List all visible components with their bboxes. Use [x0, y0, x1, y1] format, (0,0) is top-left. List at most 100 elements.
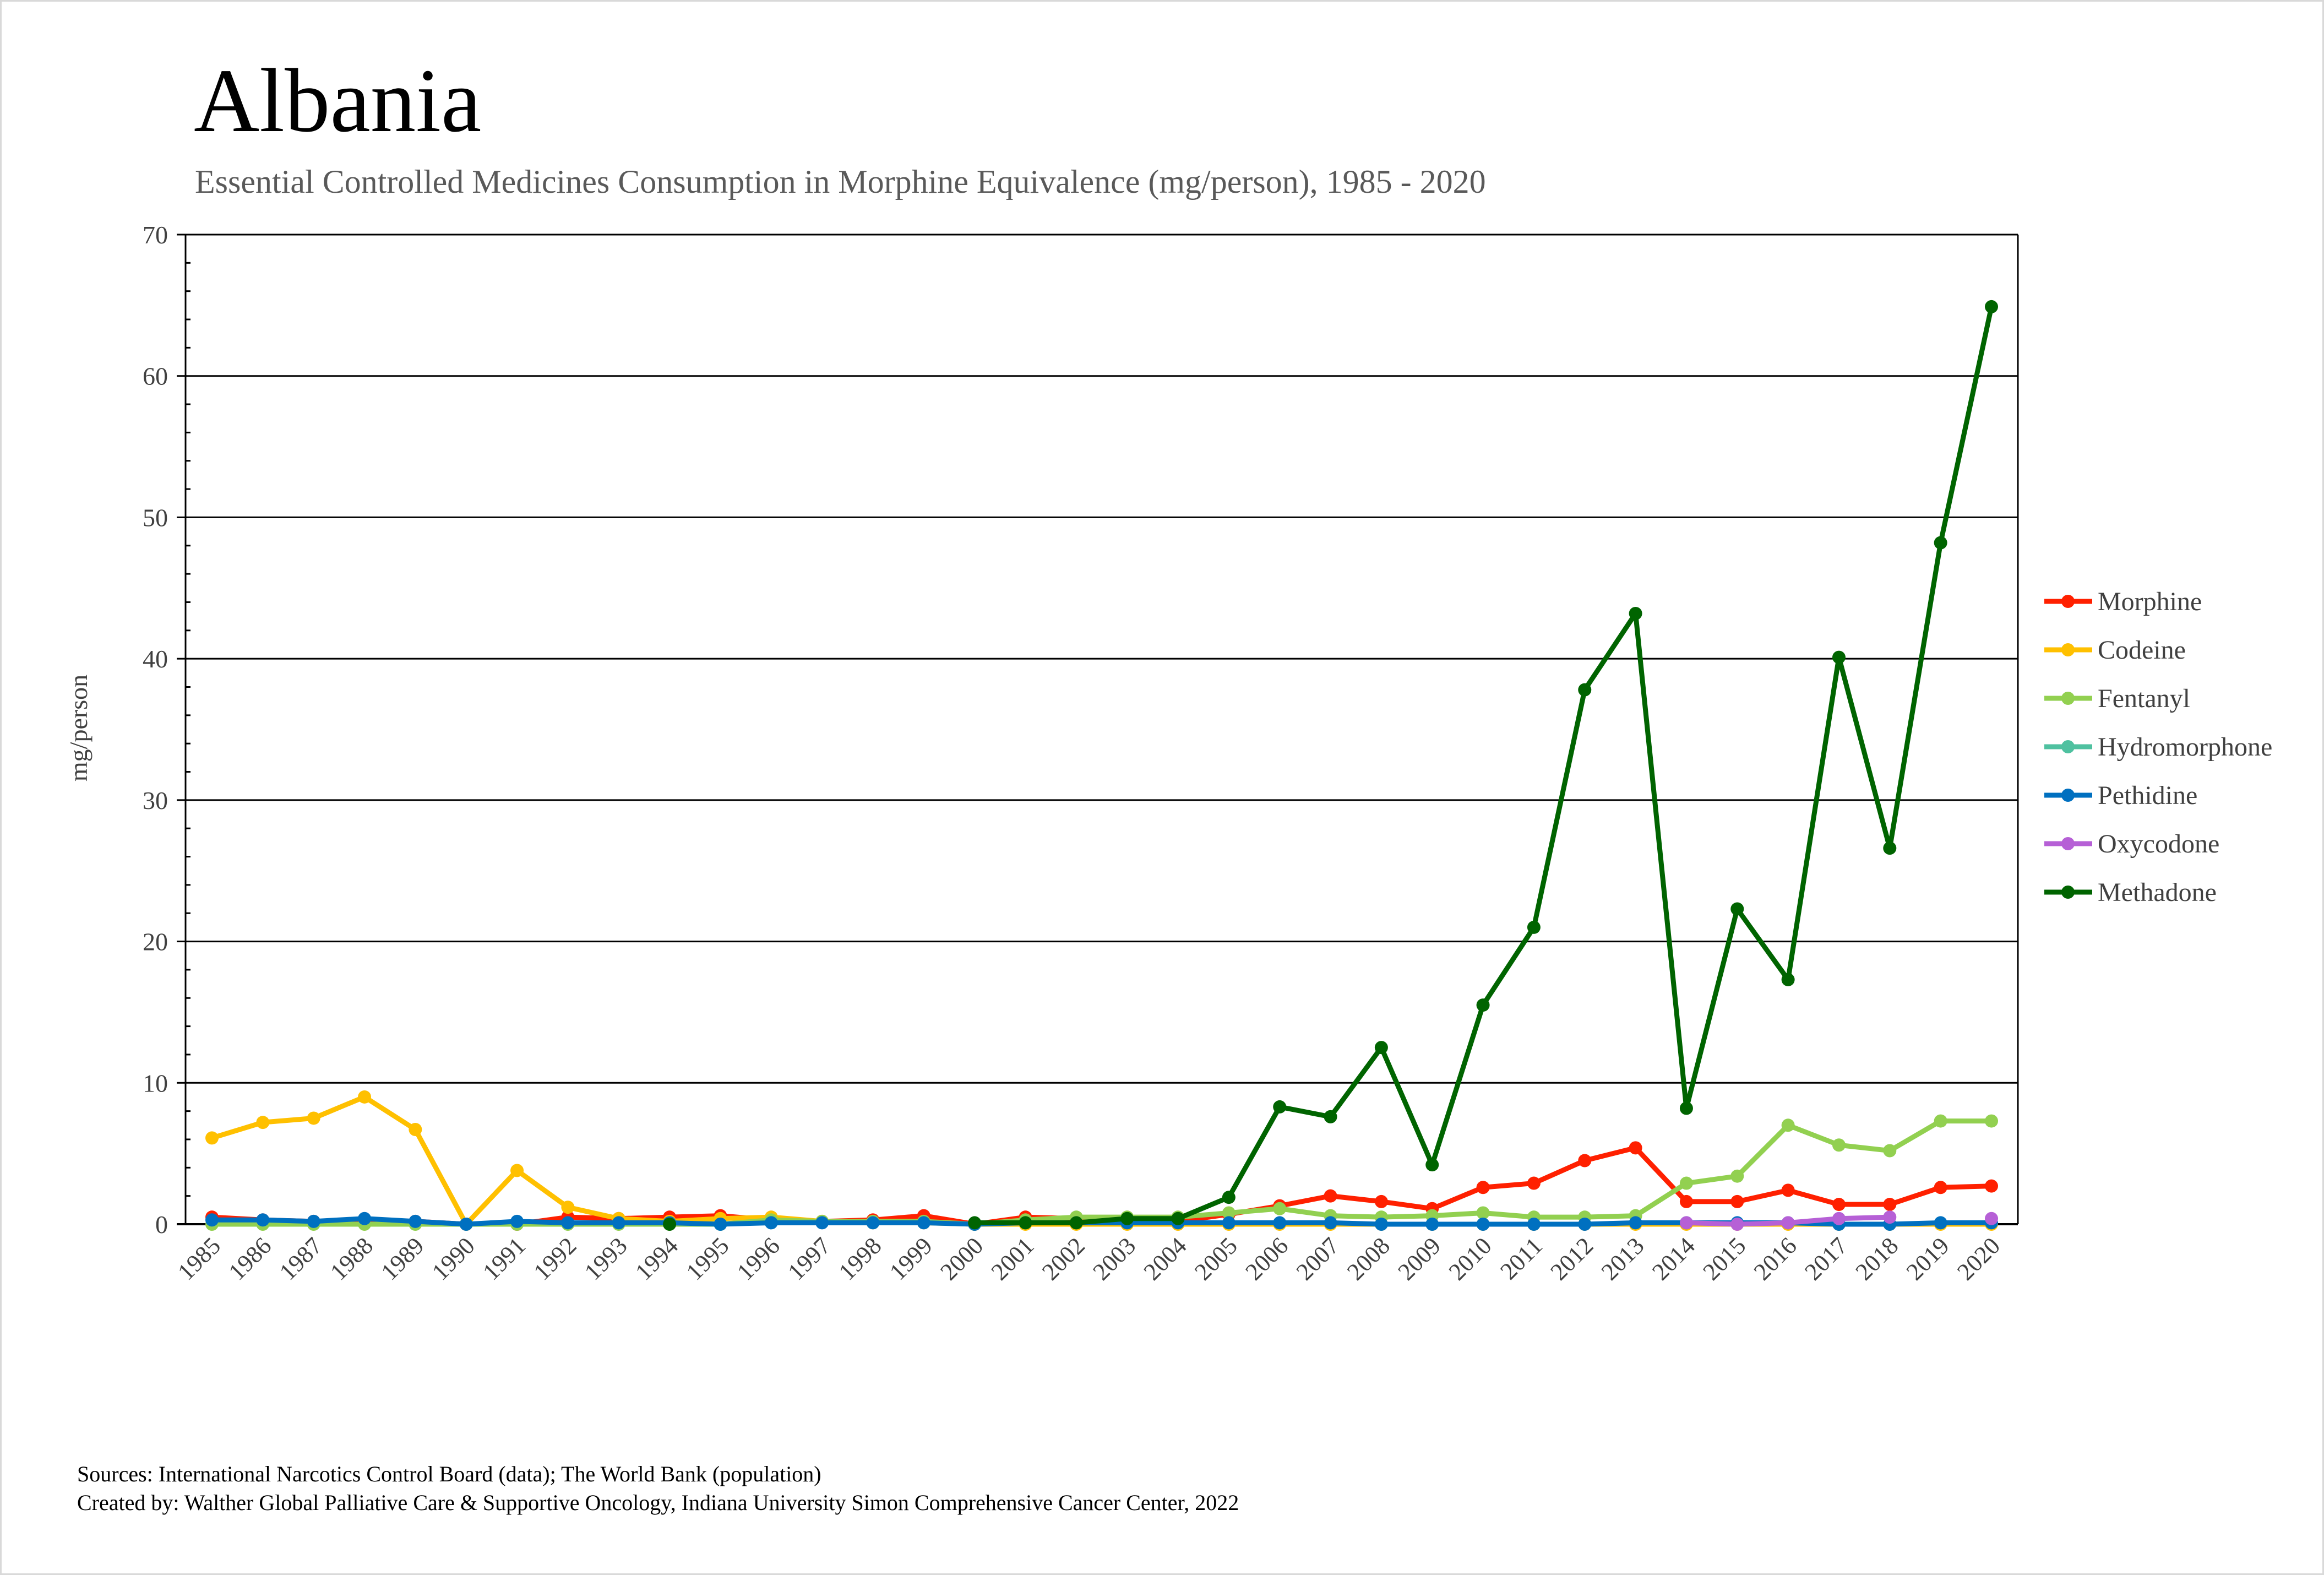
x-tick-label: 2020: [1952, 1232, 2005, 1285]
data-point: [1679, 1101, 1693, 1115]
x-tick-label: 2005: [1189, 1232, 1243, 1285]
data-point: [510, 1164, 524, 1177]
data-point: [561, 1201, 575, 1214]
data-point: [1883, 1198, 1897, 1212]
data-point: [663, 1218, 677, 1231]
data-point: [1273, 1202, 1287, 1215]
data-point: [1629, 1216, 1642, 1230]
data-point: [1934, 1114, 1947, 1128]
data-point: [1578, 1218, 1592, 1231]
data-point: [1781, 1183, 1795, 1197]
data-point: [1476, 1218, 1490, 1231]
data-point: [1425, 1218, 1439, 1231]
data-point: [866, 1216, 880, 1230]
legend-marker: [2061, 595, 2075, 608]
data-point: [1629, 1141, 1642, 1155]
data-point: [1324, 1216, 1337, 1230]
data-point: [1476, 998, 1490, 1012]
x-tick-label: 1988: [325, 1232, 378, 1285]
x-tick-label: 1999: [884, 1232, 938, 1285]
x-tick-label: 2011: [1495, 1232, 1548, 1285]
data-point: [1730, 1169, 1744, 1183]
x-tick-label: 2006: [1240, 1232, 1293, 1285]
data-point: [1222, 1191, 1236, 1204]
data-point: [1679, 1216, 1693, 1230]
data-point: [358, 1090, 372, 1104]
data-point: [815, 1216, 829, 1230]
x-tick-label: 2001: [986, 1232, 1039, 1285]
data-point: [510, 1214, 524, 1228]
data-point: [358, 1212, 372, 1225]
chart-subtitle: Essential Controlled Medicines Consumpti…: [195, 164, 1486, 200]
data-point: [1374, 1218, 1388, 1231]
data-point: [1883, 1144, 1897, 1158]
data-point: [1374, 1194, 1388, 1208]
x-tick-label: 1986: [224, 1232, 277, 1285]
x-tick-label: 2017: [1799, 1232, 1853, 1285]
y-tick-label: 10: [143, 1069, 168, 1097]
legend-label: Methadone: [2098, 878, 2217, 907]
data-point: [1985, 1114, 1998, 1128]
chart-title: Albania: [194, 50, 481, 151]
data-point: [1527, 920, 1541, 934]
data-point: [1425, 1158, 1439, 1172]
data-point: [307, 1111, 320, 1125]
legend-label: Hydromorphone: [2098, 732, 2272, 762]
data-point: [1273, 1100, 1287, 1114]
legend-marker: [2061, 740, 2075, 753]
series-methadone: [663, 300, 1998, 1231]
x-tick-label: 2009: [1392, 1232, 1446, 1285]
data-point: [459, 1218, 473, 1231]
x-tick-label: 2013: [1596, 1232, 1650, 1285]
data-point: [1832, 1198, 1846, 1212]
x-tick-label: 2004: [1139, 1232, 1192, 1285]
x-tick-label: 2000: [935, 1232, 988, 1285]
data-point: [1629, 606, 1642, 620]
x-tick-label: 1987: [274, 1232, 328, 1285]
data-point: [1934, 536, 1947, 550]
data-point: [1781, 1118, 1795, 1132]
x-tick-label: 2012: [1545, 1232, 1598, 1285]
data-point: [1222, 1216, 1236, 1230]
data-point: [1832, 1138, 1846, 1152]
data-point: [1120, 1212, 1134, 1225]
y-tick-label: 40: [143, 645, 168, 673]
y-axis-label: mg/person: [64, 675, 92, 781]
series-codeine: [205, 1090, 1998, 1231]
data-point: [1476, 1181, 1490, 1194]
data-point: [205, 1213, 219, 1227]
y-tick-label: 20: [143, 928, 168, 956]
data-point: [1324, 1189, 1337, 1203]
x-tick-label: 2019: [1901, 1232, 1955, 1285]
x-tick-label: 2018: [1851, 1232, 1904, 1285]
data-point: [256, 1116, 270, 1129]
data-point: [1069, 1216, 1083, 1230]
x-tick-label: 1989: [376, 1232, 429, 1285]
data-point: [1730, 1218, 1744, 1231]
data-point: [1832, 650, 1846, 664]
series-line: [975, 306, 1994, 1225]
x-tick-label: 1996: [732, 1232, 785, 1285]
footer-created-by: Created by: Walther Global Palliative Ca…: [77, 1490, 1239, 1515]
x-tick-label: 2003: [1087, 1232, 1141, 1285]
data-point: [1476, 1206, 1490, 1220]
x-tick-label: 2014: [1647, 1232, 1700, 1285]
data-point: [1374, 1041, 1388, 1055]
data-point: [1985, 300, 1998, 313]
data-point: [409, 1123, 422, 1137]
data-point: [1273, 1216, 1287, 1230]
x-tick-label: 1995: [681, 1232, 734, 1285]
x-tick-label: 1992: [529, 1232, 582, 1285]
x-tick-label: 1997: [782, 1232, 836, 1285]
legend-label: Morphine: [2098, 587, 2202, 616]
data-point: [1171, 1212, 1185, 1225]
series-oxycodone: [1679, 1210, 1998, 1231]
x-tick-label: 2015: [1697, 1232, 1751, 1285]
data-point: [205, 1131, 219, 1145]
x-tick-label: 2007: [1291, 1232, 1345, 1285]
x-tick-label: 2008: [1342, 1232, 1395, 1285]
data-point: [1679, 1194, 1693, 1208]
x-tick-label: 1985: [172, 1232, 226, 1285]
data-point: [1527, 1176, 1541, 1190]
